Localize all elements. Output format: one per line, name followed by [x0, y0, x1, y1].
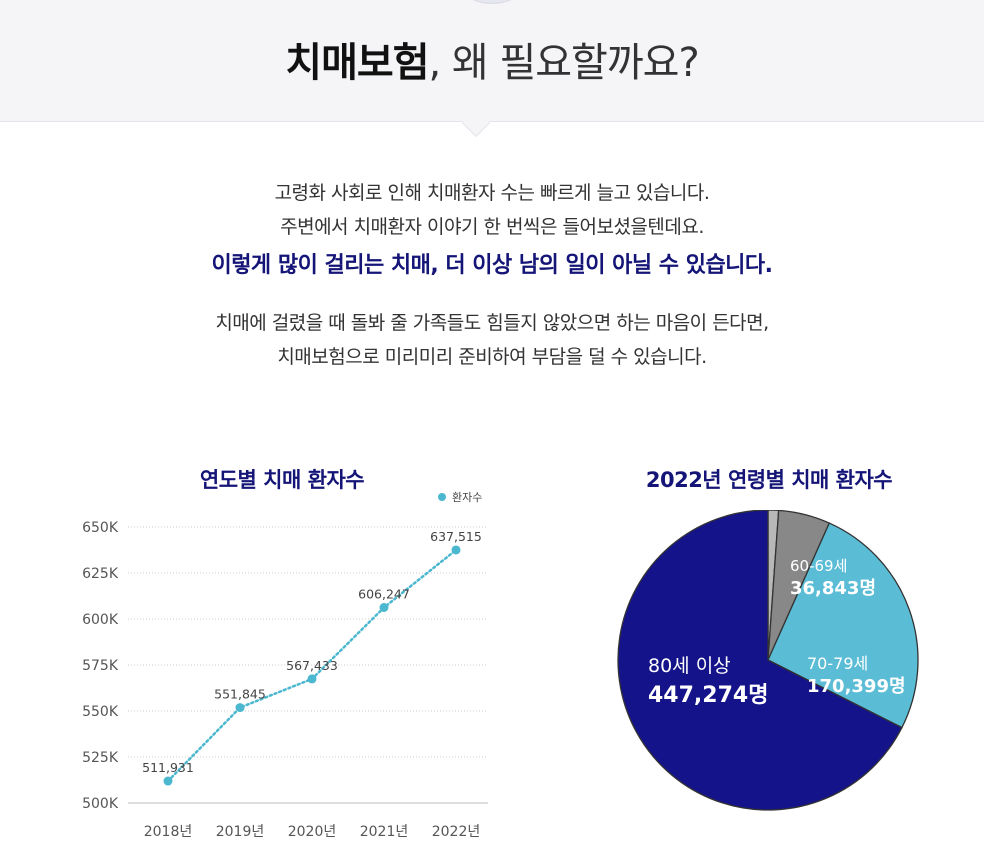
legend-marker: [438, 493, 446, 501]
page-title: 치매보험, 왜 필요할까요?: [0, 30, 984, 88]
intro-line-1: 고령화 사회로 인해 치매환자 수는 빠르게 늘고 있습니다.: [274, 182, 710, 204]
x-tick-label: 2019년: [216, 824, 265, 840]
pie-slice: [617, 510, 903, 811]
data-label: 606,247: [358, 587, 410, 602]
pie-slice-value: 447,274명: [648, 683, 768, 708]
pie-slice: [767, 522, 919, 729]
line-chart: 500K 525K 550K 575K 600K 625K 650K 2018년 2019년 20…: [82, 491, 488, 840]
y-tick-label: 625K: [82, 566, 119, 582]
legend-label: 환자수: [452, 491, 482, 504]
pie-slice-label: 60-69세: [790, 557, 847, 575]
intro-line-4: 치매보험으로 미리미리 준비하여 부담을 덜 수 있습니다.: [277, 346, 707, 368]
data-label: 551,845: [214, 687, 266, 702]
line-chart-title: 연도별 치매 환자수: [199, 468, 365, 492]
y-tick-label: 600K: [82, 612, 119, 628]
x-tick-label: 2020년: [288, 824, 337, 840]
pie-slice-value: 170,399명: [807, 676, 906, 697]
data-point: [163, 776, 173, 786]
data-point: [451, 545, 461, 555]
pie-slice-label: 80세 이상: [648, 655, 731, 677]
data-point: [307, 674, 317, 684]
data-label: 637,515: [430, 529, 482, 544]
pie-chart: 80세 이상 447,274명 70-79세 170,399명 60-69세 36,843…: [617, 510, 919, 811]
header-decoration: [462, 0, 522, 4]
pie-slice-label: 70-79세: [807, 654, 868, 673]
data-point: [235, 703, 245, 713]
intro-line-2: 주변에서 치매환자 이야기 한 번씩은 들어보셨을텐데요.: [280, 216, 704, 238]
pie-slice-value: 36,843명: [790, 578, 876, 599]
pie-chart-title: 2022년 연령별 치매 환자수: [645, 468, 893, 492]
header-banner: 치매보험, 왜 필요할까요?: [0, 0, 984, 122]
x-tick-label: 2018년: [144, 824, 193, 840]
intro-highlight: 이렇게 많이 걸리는 치매, 더 이상 남의 일이 아닐 수 있습니다.: [211, 253, 773, 278]
page-title-strong: 치매보험: [285, 40, 429, 86]
y-tick-label: 550K: [82, 704, 119, 720]
y-tick-label: 500K: [82, 796, 119, 812]
y-tick-label: 650K: [82, 520, 119, 536]
data-label: 567,433: [286, 658, 338, 673]
x-tick-label: 2022년: [432, 824, 481, 840]
y-tick-label: 575K: [82, 658, 119, 674]
data-label: 511,931: [142, 760, 194, 775]
data-point: [379, 603, 389, 613]
page-title-rest: , 왜 필요할까요?: [428, 40, 700, 86]
y-tick-label: 525K: [82, 750, 119, 766]
intro-line-3: 치매에 걸렸을 때 돌봐 줄 가족들도 힘들지 않았으면 하는 마음이 든다면,: [215, 312, 769, 334]
x-tick-label: 2021년: [360, 824, 409, 840]
